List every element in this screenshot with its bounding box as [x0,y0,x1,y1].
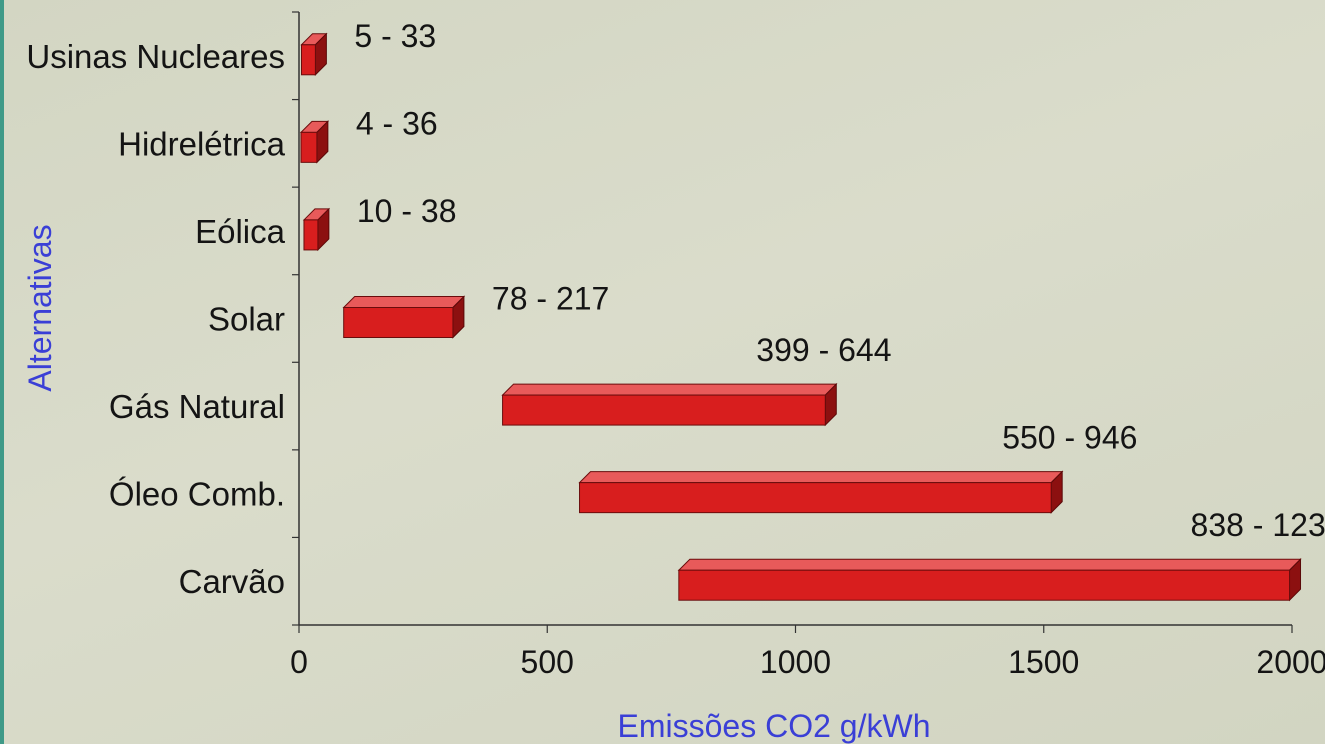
range-bar-chart: 0 500 1000 1500 2000 Usinas Nucleares 5 - 33 Hi… [22,11,1325,744]
x-tick-label: 1000 [760,644,831,680]
y-category-label: Solar [208,301,285,338]
bar [299,120,330,164]
bar-top-face [578,471,1064,484]
y-category-label: Usinas Nucleares [26,38,285,75]
bar-front-face [343,307,454,338]
bar-front-face [678,569,1291,601]
bar-range-label: 838 - 1231 [1191,507,1325,543]
y-category-label: Gás Natural [109,388,285,425]
bar-top-face [342,296,466,308]
bar-top-face [501,383,838,396]
bar-range-label: 550 - 946 [1002,420,1137,456]
x-tick-label: 500 [521,644,574,680]
bar-front-face [300,44,316,76]
y-axis-title: Alternativas [22,224,58,391]
bar [302,207,331,252]
y-category-label: Hidrelétrica [118,125,286,162]
bar-range-label: 4 - 36 [356,105,438,141]
x-tick-label: 0 [290,644,308,680]
bar [501,382,838,427]
bar [300,32,328,76]
y-category-label: Óleo Comb. [109,476,285,513]
bar-front-face [579,482,1052,514]
x-tick-label: 2000 [1256,644,1325,680]
y-category-label: Eólica [195,213,286,250]
labels-group: 0 500 1000 1500 2000 Usinas Nucleares 5 - 33 Hi… [26,18,1325,680]
bar-range-label: 78 - 217 [492,281,609,317]
bar [578,470,1064,514]
bar-front-face [303,219,319,251]
x-axis-title: Emissões CO2 g/kWh [618,708,931,744]
bar [677,558,1302,602]
y-category-label: Carvão [179,563,285,600]
x-tick-label: 1500 [1008,644,1079,680]
axes-group [292,11,1293,633]
bar-front-face [300,131,318,163]
bar-range-label: 399 - 644 [756,332,891,368]
bar-range-label: 5 - 33 [354,18,436,54]
bar [342,295,466,339]
bar-range-label: 10 - 38 [357,193,457,229]
bar-top-face [677,558,1302,571]
bar-front-face [502,394,826,426]
bars-group [299,32,1302,602]
